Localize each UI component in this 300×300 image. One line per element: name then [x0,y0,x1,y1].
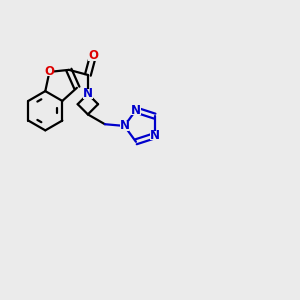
Text: N: N [131,103,141,116]
Text: N: N [150,129,160,142]
Bar [88,51,98,61]
Bar [83,89,93,99]
Bar [44,67,54,76]
Text: O: O [44,65,54,78]
Bar [131,106,141,115]
Text: N: N [83,88,93,100]
Bar [119,121,129,130]
Text: O: O [88,50,98,62]
Text: N: N [119,119,129,132]
Bar [150,131,160,140]
